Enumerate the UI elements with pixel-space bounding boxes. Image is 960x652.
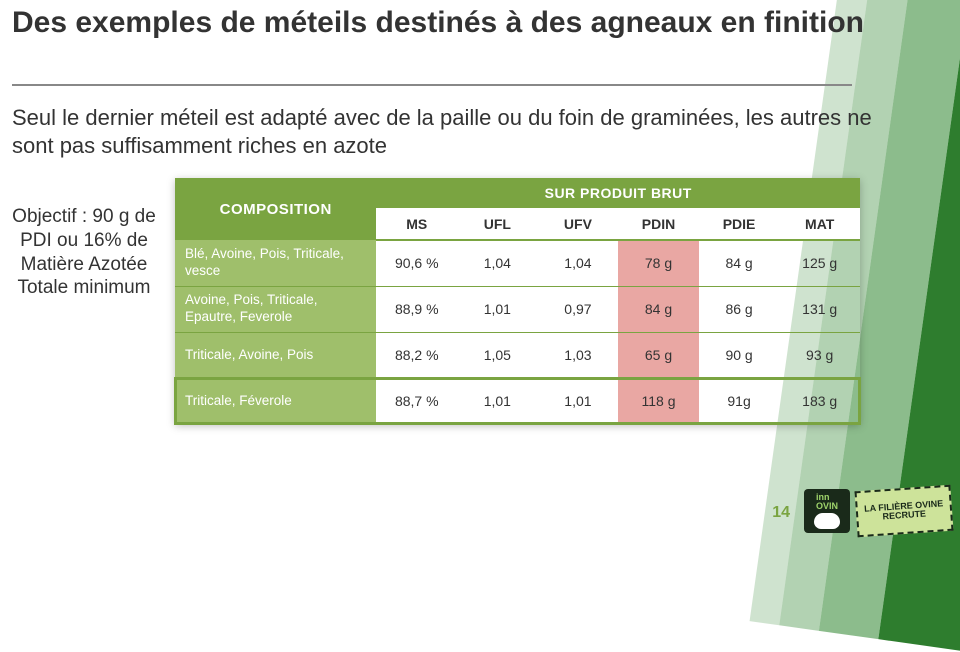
cell-ms: 88,7 % [376, 378, 457, 424]
cell-pdin: 84 g [618, 286, 699, 332]
cell-pdie: 86 g [699, 286, 780, 332]
row-label: Triticale, Féverole [175, 378, 376, 424]
row-label: Blé, Avoine, Pois, Triticale, vesce [175, 240, 376, 286]
cell-ufv: 1,01 [538, 378, 619, 424]
column-header: PDIE [699, 208, 780, 240]
cell-ms: 88,2 % [376, 332, 457, 378]
objective-text: Objectif : 90 g de PDI ou 16% de Matière… [4, 205, 164, 300]
cell-ufl: 1,01 [457, 378, 538, 424]
row-label: Avoine, Pois, Triticale, Epautre, Fevero… [175, 286, 376, 332]
logo-innovin: inn OVIN [804, 489, 850, 533]
column-header: MS [376, 208, 457, 240]
cell-ufv: 1,03 [538, 332, 619, 378]
column-header: MAT [779, 208, 860, 240]
cell-pdin: 118 g [618, 378, 699, 424]
cell-mat: 183 g [779, 378, 860, 424]
table-row: Avoine, Pois, Triticale, Epautre, Fevero… [175, 286, 860, 332]
slide-subtitle: Seul le dernier méteil est adapté avec d… [12, 104, 902, 159]
cell-ufv: 1,04 [538, 240, 619, 286]
title-underline [12, 84, 852, 86]
column-header: UFL [457, 208, 538, 240]
logo-recrute: LA FILIÈRE OVINE RECRUTE [855, 485, 954, 538]
page-number: 14 [772, 504, 790, 522]
cell-ufl: 1,01 [457, 286, 538, 332]
header-sur-produit-brut: SUR PRODUIT BRUT [376, 178, 860, 208]
cell-mat: 125 g [779, 240, 860, 286]
cell-mat: 93 g [779, 332, 860, 378]
cell-ufl: 1,04 [457, 240, 538, 286]
cell-pdie: 91g [699, 378, 780, 424]
cell-mat: 131 g [779, 286, 860, 332]
cell-ms: 88,9 % [376, 286, 457, 332]
table-row: Triticale, Avoine, Pois88,2 %1,051,0365 … [175, 332, 860, 378]
cell-pdie: 90 g [699, 332, 780, 378]
footer-logos: inn OVIN LA FILIÈRE OVINE RECRUTE [804, 488, 952, 534]
column-header: PDIN [618, 208, 699, 240]
cell-ms: 90,6 % [376, 240, 457, 286]
cell-pdie: 84 g [699, 240, 780, 286]
slide-title: Des exemples de méteils destinés à des a… [12, 6, 892, 41]
table-row: Triticale, Féverole88,7 %1,011,01118 g91… [175, 378, 860, 424]
header-composition: COMPOSITION [175, 178, 376, 240]
column-header: UFV [538, 208, 619, 240]
row-label: Triticale, Avoine, Pois [175, 332, 376, 378]
cell-ufl: 1,05 [457, 332, 538, 378]
cell-pdin: 65 g [618, 332, 699, 378]
composition-table: COMPOSITION SUR PRODUIT BRUT MSUFLUFVPDI… [175, 178, 860, 424]
cell-pdin: 78 g [618, 240, 699, 286]
cell-ufv: 0,97 [538, 286, 619, 332]
table-row: Blé, Avoine, Pois, Triticale, vesce90,6 … [175, 240, 860, 286]
